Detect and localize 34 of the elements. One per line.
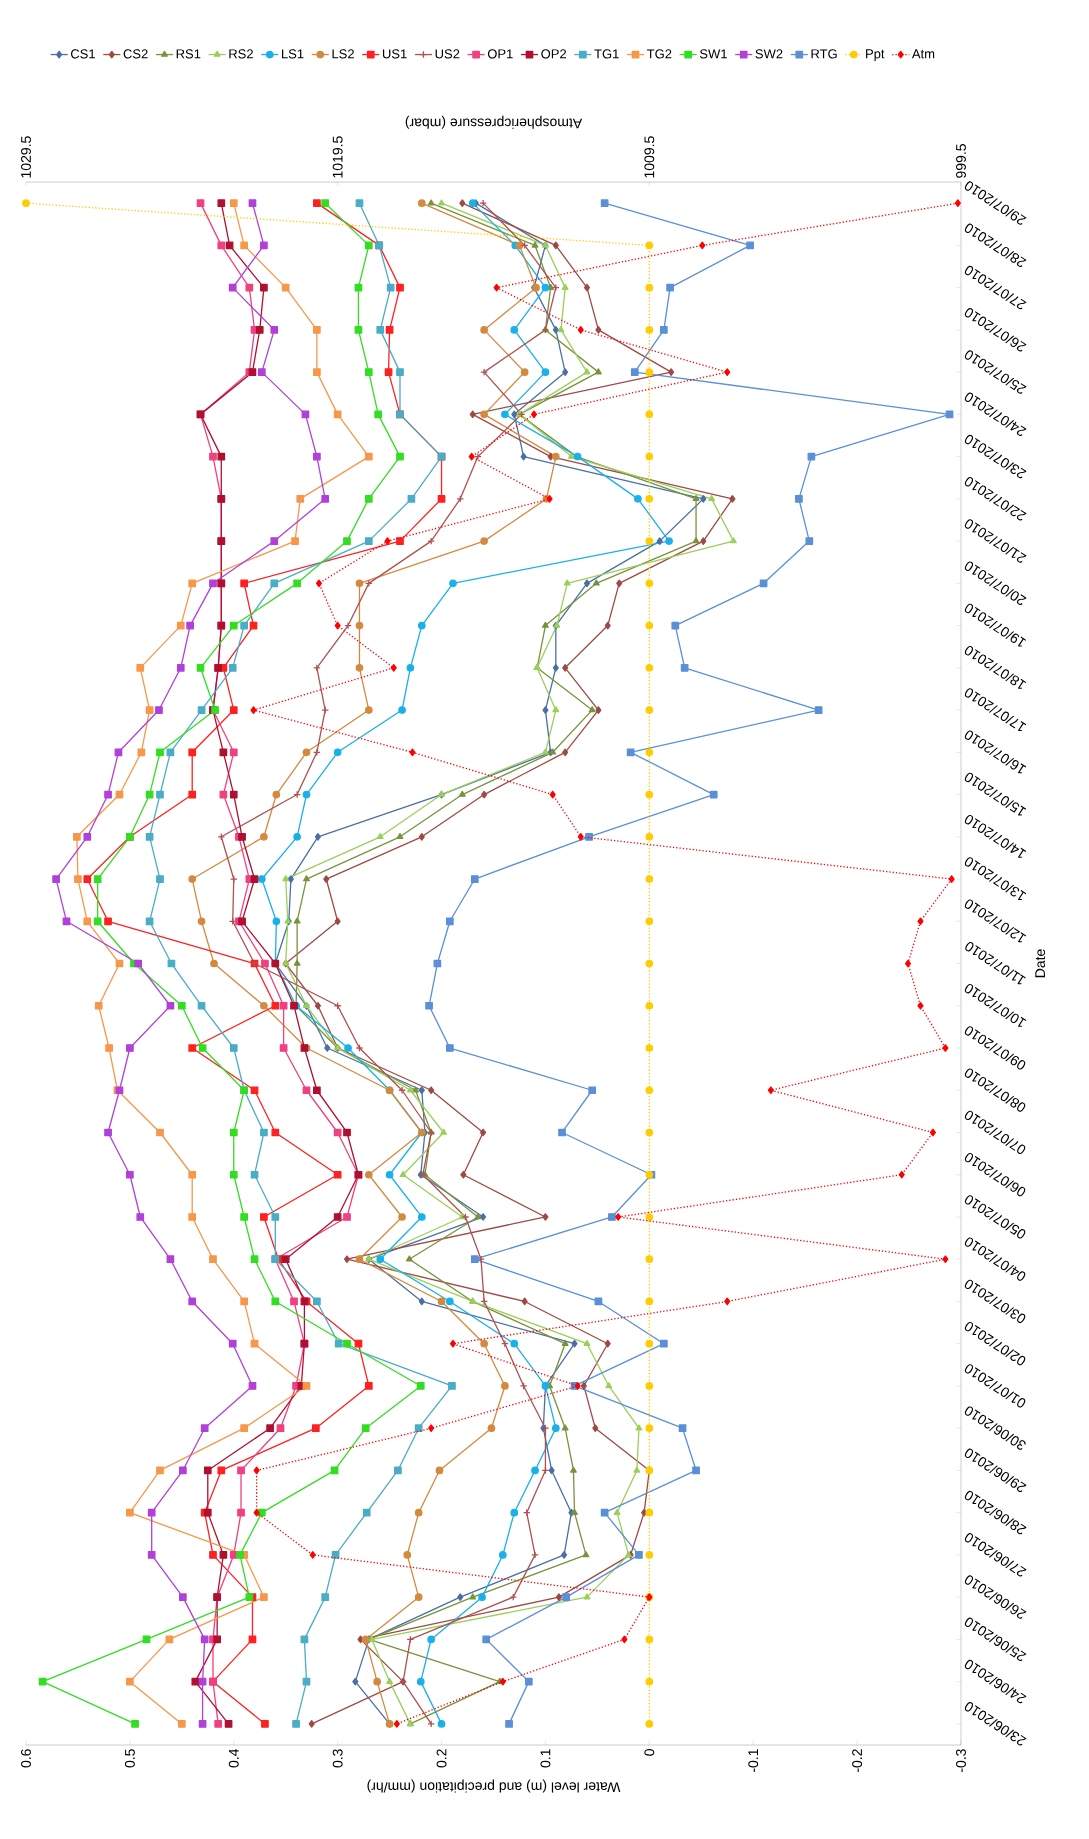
y-axis-title: Date [1035,949,1046,978]
legend-label: SW2 [755,49,783,59]
x-tick-label: 0.6 [21,1749,31,1768]
x2-tick-label: 1029.5 [21,136,31,178]
x-axis-title: Water level (m) and precipitation (mm/hr) [367,1779,621,1793]
legend-label: TG2 [647,49,672,59]
legend-label: RTG [811,49,837,59]
x2-tick-label: 1019.5 [332,136,343,178]
x-tick-label: 0.3 [332,1749,343,1768]
x-tick-label: 0.2 [436,1749,447,1768]
legend-label: OP2 [541,49,567,59]
legend-label: Ppt [866,49,885,61]
legend-label: CS2 [123,49,148,59]
legend-label: US2 [435,49,460,59]
x-tick-label: -0.1 [748,1749,759,1773]
x-tick-label: -0.3 [956,1749,966,1773]
x-tick-label: 0.4 [228,1748,239,1768]
x-tick-label: 0.1 [540,1749,551,1768]
x2-tick-label: 1009.5 [644,136,655,178]
x-tick-label: 0 [644,1749,655,1756]
legend-label: TG1 [594,49,619,59]
legend-label: LS1 [282,49,304,59]
x-tick-label: 0.5 [124,1749,135,1768]
legend-label: LS2 [332,49,354,59]
legend-label: OP1 [487,49,513,59]
legend-label: CS1 [70,49,95,59]
legend-label: Atm [911,49,935,59]
legend-label: RS2 [229,49,253,59]
legend-label: US1 [382,49,407,59]
x2-axis-title: Atmosphericpressure (mbar) [405,115,583,129]
x-tick-label: -0.2 [852,1749,863,1773]
legend-label: SW1 [699,49,727,59]
x2-tick-label: 999.5 [956,144,966,178]
legend-label: RS1 [176,49,201,59]
